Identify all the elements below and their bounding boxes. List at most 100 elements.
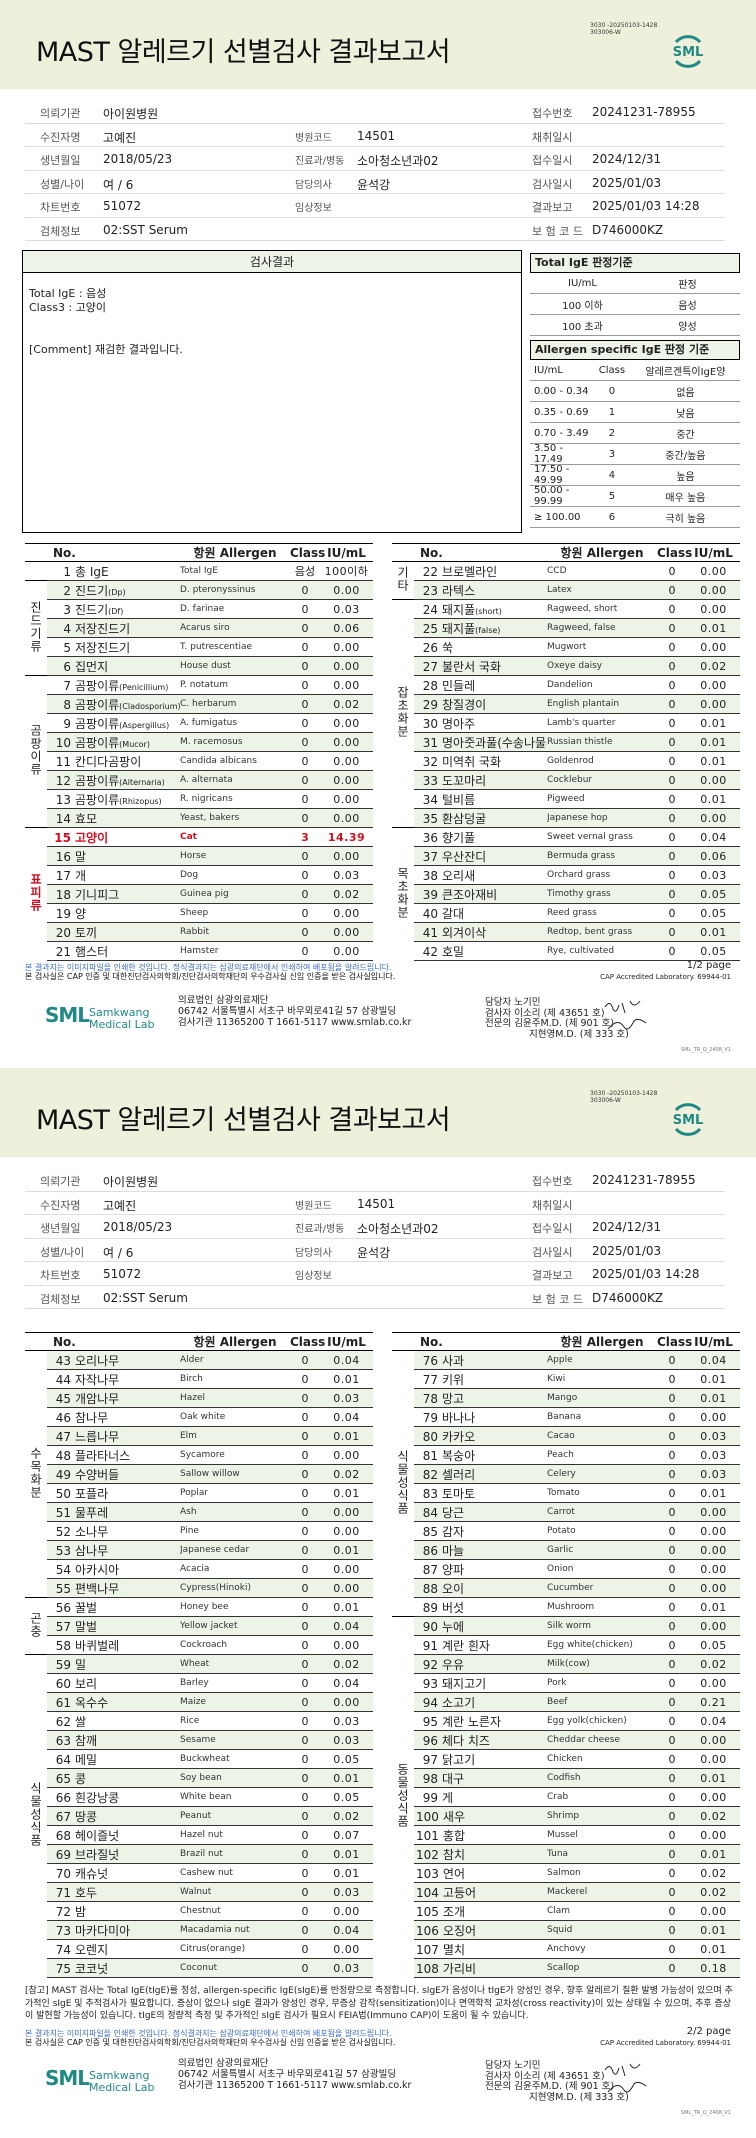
allergen-korean-name: 꿀벌 <box>75 1600 98 1615</box>
allergen-number: 44 <box>55 1372 71 1387</box>
allergen-english-name: Orchard grass <box>547 865 657 885</box>
info-label: 담당의사 <box>295 1247 332 1259</box>
criteria-cell: 100 이하 <box>562 300 603 312</box>
allergen-english-name: Cocklebur <box>547 770 657 790</box>
staff-line: 전문의 김윤주M.D. (제 901 호) <box>485 1018 615 1029</box>
allergen-value: 0.00 <box>687 1540 740 1560</box>
allergen-korean: 42 호밀 <box>414 941 547 961</box>
info-row: 생년월일 2018/05/23 진료과/병동 소아청소년과02 접수일시 2024/12/… <box>25 1215 725 1239</box>
table-row: 51 물푸레 Ash 0 0.00 <box>25 1502 373 1522</box>
document-code-line: 303006-W <box>590 29 621 36</box>
allergen-korean-name: 새우 <box>442 1809 465 1824</box>
allergen-class: 0 <box>290 1578 320 1598</box>
allergen-korean: 95 계란 노른자 <box>414 1711 547 1731</box>
allergen-value: 0.00 <box>687 561 740 581</box>
table-row: 14 효모 Yeast, bakers 0 0.00 <box>25 808 373 828</box>
info-value: 14501 <box>357 1196 396 1211</box>
allergen-korean: 72 밤 <box>47 1901 180 1921</box>
category-label: 곤충 <box>25 1597 47 1655</box>
allergen-class: 0 <box>657 1901 687 1921</box>
allergen-class: 0 <box>290 1388 320 1408</box>
table-row: 20 토끼 Rabbit 0 0.00 <box>25 922 373 942</box>
allergen-number: 20 <box>55 925 71 940</box>
table-row: 55 편백나무 Cypress(Hinoki) 0 0.00 <box>25 1578 373 1598</box>
allergen-value: 0.01 <box>687 713 740 733</box>
allergen-value: 0.05 <box>687 1635 740 1655</box>
allergen-english-name: Acacia <box>180 1559 290 1579</box>
allergen-korean: 89 버섯 <box>414 1597 547 1617</box>
allergen-korean-name: 오렌지 <box>75 1942 109 1957</box>
criteria-cell: ≥ 100.00 <box>534 511 581 523</box>
page-number: 1/2 page <box>686 960 731 971</box>
allergen-english-name: Pork <box>547 1673 657 1693</box>
allergen-english-name: Peanut <box>180 1806 290 1826</box>
allergen-class: 0 <box>657 1426 687 1446</box>
allergen-number: 90 <box>422 1619 438 1634</box>
samkwang-logo: SML Samkwang Medical Lab <box>45 1003 155 1037</box>
allergen-number: 19 <box>55 906 71 921</box>
column-header-class: Class <box>657 543 693 562</box>
allergen-class: 0 <box>657 751 687 771</box>
allergen-korean-name: 호밀 <box>442 944 465 959</box>
allergen-english-name: Mugwort <box>547 637 657 657</box>
allergen-number: 33 <box>422 773 438 788</box>
allergen-english-name: Timothy grass <box>547 884 657 904</box>
allergen-number: 81 <box>422 1448 438 1463</box>
info-label: 보 험 코 드 <box>532 1292 583 1306</box>
allergen-value: 0.00 <box>320 1692 373 1712</box>
category-text: 표피류 <box>28 873 43 913</box>
allergen-number: 60 <box>55 1676 71 1691</box>
allergen-value: 0.00 <box>320 580 373 600</box>
allergen-korean: 6 집먼지 <box>47 656 180 676</box>
allergen-number: 97 <box>422 1752 438 1767</box>
allergen-english-name: Mussel <box>547 1825 657 1845</box>
allergen-korean-name: 느릅나무 <box>75 1429 120 1444</box>
allergen-number: 36 <box>422 830 438 845</box>
allergen-number: 51 <box>55 1505 71 1520</box>
allergen-english-name: Peach <box>547 1445 657 1465</box>
allergen-class: 0 <box>657 1635 687 1655</box>
allergen-english-name: Wheat <box>180 1654 290 1674</box>
allergen-english-name: White bean <box>180 1787 290 1807</box>
allergen-class: 0 <box>290 903 320 923</box>
criteria-header-row: IU/mL 판정 <box>530 273 740 294</box>
allergen-english-name: C. herbarum <box>180 694 290 714</box>
allergen-korean-name: 카카오 <box>442 1429 476 1444</box>
allergen-korean: 52 소나무 <box>47 1521 180 1541</box>
table-row: 33 도꼬마리 Cocklebur 0 0.00 <box>392 770 740 790</box>
criteria-row: 0.35 - 0.69 1 낮음 <box>530 402 740 423</box>
allergen-value: 0.01 <box>687 1369 740 1389</box>
allergen-number: 76 <box>422 1353 438 1368</box>
allergen-number: 53 <box>55 1543 71 1558</box>
criteria-row: 0.00 - 0.34 0 없음 <box>530 381 740 402</box>
allergen-korean-name: 버섯 <box>442 1600 465 1615</box>
allergen-korean: 76 사과 <box>414 1350 547 1370</box>
allergen-class: 0 <box>657 827 687 847</box>
allergen-korean-name: 키위 <box>442 1372 465 1387</box>
allergen-korean: 3 진드기(Df) <box>47 599 180 619</box>
allergen-english-name: Citrus(orange) <box>180 1939 290 1959</box>
allergen-korean-name: 효모 <box>75 811 98 826</box>
allergen-class: 0 <box>290 1426 320 1446</box>
allergen-value: 0.02 <box>320 694 373 714</box>
allergen-korean-name: 편백나무 <box>75 1581 120 1596</box>
org-address: 06742 서울특별시 서초구 바우뫼로41길 57 삼광빌딩 <box>178 2069 397 2080</box>
allergen-korean-name: 브라질넛 <box>75 1847 120 1862</box>
allergen-korean-name: 코코넛 <box>75 1961 109 1976</box>
allergen-korean: 27 불란서 국화 <box>414 656 547 676</box>
column-header-class: Class <box>290 543 326 562</box>
allergen-value: 0.02 <box>320 1806 373 1826</box>
allergen-number: 35 <box>422 811 438 826</box>
table-row: 61 옥수수 Maize 0 0.00 <box>25 1692 373 1712</box>
table-row: 53 삼나무 Japanese cedar 0 0.01 <box>25 1540 373 1560</box>
info-label: 임상정보 <box>295 203 332 214</box>
allergen-class: 0 <box>657 1939 687 1959</box>
allergen-class: 0 <box>657 732 687 752</box>
column-header-allergen: 항원 Allergen <box>180 543 290 562</box>
allergen-korean-name: 도꼬마리 <box>442 773 487 788</box>
allergen-value: 0.03 <box>320 1958 373 1978</box>
allergen-korean: 97 닭고기 <box>414 1749 547 1769</box>
allergen-class: 0 <box>290 1844 320 1864</box>
allergen-korean-name: 오리새 <box>442 868 476 883</box>
allergen-korean: 22 브로멜라인 <box>414 561 547 581</box>
